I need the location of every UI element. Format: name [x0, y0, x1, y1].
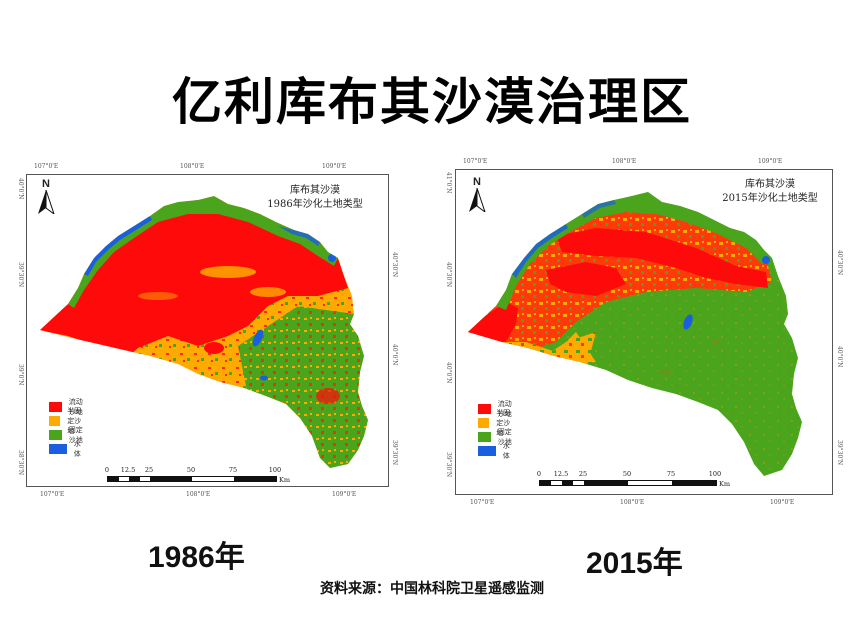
legend-label: 水体	[73, 439, 81, 458]
north-arrow-icon	[38, 190, 55, 214]
legend-item-fixed-sand: 固定沙地	[478, 428, 514, 446]
data-source: 资料来源：中国林科院卫星遥感监测	[320, 581, 544, 597]
legend-label: 流动沙地	[68, 397, 83, 416]
map-title-line2: 2015年沙化土地类型	[722, 193, 818, 204]
coord-left-1: 41°0'N	[445, 172, 452, 194]
scale-tick-0: 0	[104, 466, 110, 474]
legend-item-semi-fixed-sand: 半固定沙地	[49, 407, 85, 435]
scale-tick-100: 100	[268, 466, 282, 474]
legend-swatch-green	[49, 429, 62, 440]
coord-bottom-2: 108°0'E	[620, 499, 645, 506]
legend-swatch-red	[478, 403, 491, 414]
coord-left-2: 39°30'N	[17, 262, 24, 288]
legend-label: 固定沙地	[68, 425, 83, 444]
coord-bottom-3: 109°0'E	[332, 491, 357, 498]
coord-top-1: 107°0'E	[463, 158, 488, 165]
coord-right-2: 40°0'N	[836, 346, 843, 368]
scale-tick-12-5: 12.5	[120, 466, 136, 474]
coord-top-1: 107°0'E	[34, 163, 59, 170]
scale-tick-25: 25	[144, 466, 154, 474]
year-label-1986: 1986年	[148, 541, 245, 574]
legend-item-water: 水体	[49, 440, 85, 458]
coord-left-3: 39°0'N	[17, 364, 24, 386]
legend-label: 水体	[502, 441, 510, 460]
map-title-1986: 库布其沙漠 1986年沙化土地类型	[240, 184, 390, 212]
legend-label: 流动沙地	[497, 399, 512, 418]
page-title: 亿利库布其沙漠治理区	[172, 73, 692, 131]
scale-tick-25: 25	[578, 470, 588, 478]
map-title-line2: 1986年沙化土地类型	[267, 199, 363, 210]
map-title-2015: 库布其沙漠 2015年沙化土地类型	[708, 178, 832, 206]
coord-right-2: 40°0'N	[391, 344, 398, 366]
scale-tick-50: 50	[622, 470, 632, 478]
scale-tick-50: 50	[186, 466, 196, 474]
coord-left-3: 40°0'N	[445, 362, 452, 384]
desert-map-2015	[468, 192, 802, 476]
coord-right-1: 40°30'N	[836, 250, 843, 276]
legend-item-shifting-sand: 流动沙地	[49, 398, 85, 416]
legend-item-shifting-sand: 流动沙地	[478, 400, 514, 418]
coord-bottom-1: 107°0'E	[470, 499, 495, 506]
scale-tick-100: 100	[708, 470, 722, 478]
legend-label: 半固定沙地	[67, 406, 82, 435]
scale-unit: Km	[719, 480, 731, 488]
scale-unit: Km	[279, 476, 291, 484]
legend-swatch-green	[478, 431, 491, 442]
north-arrow: N	[467, 176, 487, 212]
map-title-line1: 库布其沙漠	[745, 179, 795, 190]
legend-2015: 流动沙地 半固定沙地 固定沙地 水体	[478, 400, 514, 460]
coord-bottom-2: 108°0'E	[186, 491, 211, 498]
legend-label: 半固定沙地	[496, 408, 511, 437]
legend-item-water: 水体	[478, 442, 514, 460]
coord-left-4: 39°30'N	[445, 452, 452, 478]
legend-1986: 流动沙地 半固定沙地 固定沙地 水体	[49, 398, 85, 458]
coord-right-1: 40°30'N	[391, 252, 398, 278]
north-label: N	[42, 178, 50, 190]
coord-bottom-3: 109°0'E	[770, 499, 795, 506]
scale-bar-1986: 0 12.5 25 50 75 100 Km	[104, 466, 290, 484]
coord-top-3: 109°0'E	[322, 163, 347, 170]
legend-item-fixed-sand: 固定沙地	[49, 426, 85, 444]
legend-swatch-blue	[478, 445, 496, 456]
coord-top-3: 109°0'E	[758, 158, 783, 165]
north-arrow: N	[36, 178, 56, 214]
legend-item-semi-fixed-sand: 半固定沙地	[478, 409, 514, 437]
legend-swatch-orange	[478, 417, 490, 428]
coord-left-2: 40°30'N	[445, 262, 452, 288]
coord-right-3: 39°30'N	[391, 440, 398, 466]
coord-top-2: 108°0'E	[180, 163, 205, 170]
legend-swatch-orange	[49, 415, 61, 426]
coord-top-2: 108°0'E	[612, 158, 637, 165]
coord-left-4: 38°30'N	[17, 450, 24, 476]
scale-tick-0: 0	[536, 470, 542, 478]
legend-label: 固定沙地	[497, 427, 512, 446]
north-label: N	[473, 176, 481, 188]
legend-swatch-red	[49, 401, 62, 412]
desert-map-1986	[40, 196, 368, 468]
year-label-2015: 2015年	[586, 547, 683, 580]
scale-tick-75: 75	[666, 470, 676, 478]
coord-bottom-1: 107°0'E	[40, 491, 65, 498]
scale-tick-75: 75	[228, 466, 238, 474]
coord-right-3: 39°30'N	[836, 440, 843, 466]
north-arrow-icon	[469, 188, 486, 212]
scale-bar-2015: 0 12.5 25 50 75 100 Km	[536, 470, 730, 488]
scale-tick-12-5: 12.5	[553, 470, 569, 478]
legend-swatch-blue	[49, 443, 67, 454]
coord-left-1: 40°0'N	[17, 178, 24, 200]
map-title-line1: 库布其沙漠	[290, 185, 340, 196]
